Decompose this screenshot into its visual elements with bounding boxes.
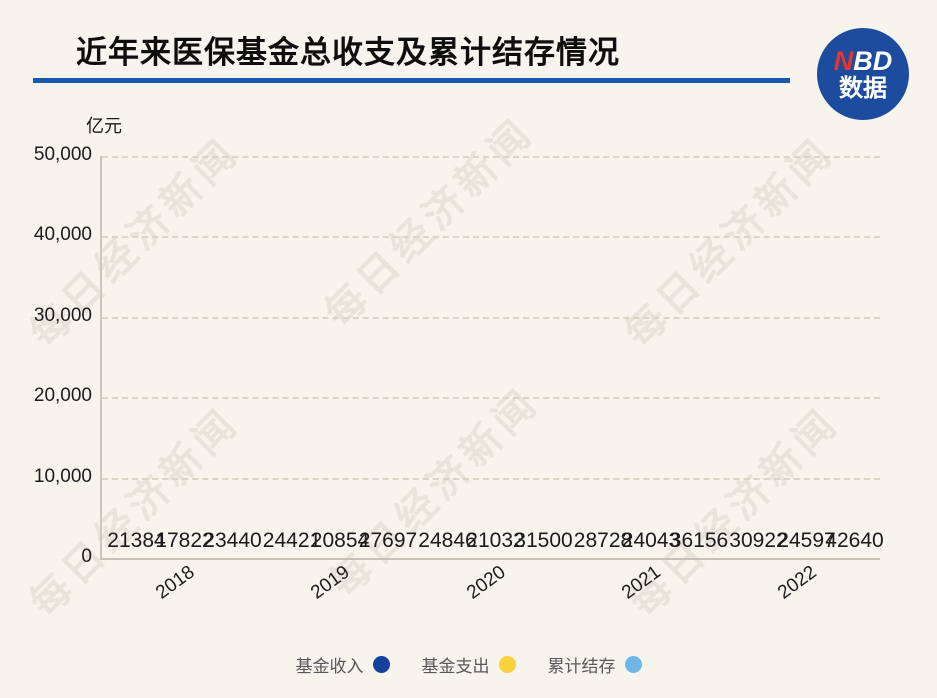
bar-value-label: 23440 — [203, 529, 262, 552]
page-title: 近年来医保基金总收支及累计结存情况 — [76, 35, 620, 70]
bar-value-label: 42640 — [825, 529, 884, 552]
bar-value-label: 20854 — [310, 529, 370, 552]
gridline — [102, 236, 880, 239]
legend-color-dot — [624, 656, 642, 673]
bar-value-label: 36156 — [669, 529, 729, 552]
bar-value-label: 28728 — [573, 529, 633, 552]
gridline — [102, 397, 880, 400]
bar-value-label: 31500 — [514, 529, 573, 552]
legend-label: 累计结存 — [547, 657, 616, 676]
legend-color-dot — [498, 656, 516, 673]
x-tick-label-2019: 2019 — [307, 561, 354, 604]
plot-area: 21384 17822 23440 2018 24421 20854 27697 2019 24… — [34, 144, 884, 604]
logo-text-nbd: NBD — [833, 46, 893, 77]
y-tick-label: 20,000 — [33, 385, 92, 407]
y-tick-label: 50,000 — [33, 143, 92, 165]
title-underline — [33, 78, 790, 83]
legend-label: 基金收入 — [295, 657, 364, 676]
gridline — [102, 156, 880, 158]
x-tick-label-2020: 2020 — [462, 561, 510, 604]
bar-value-label: 17822 — [155, 529, 214, 552]
x-tick-label-2022: 2022 — [773, 561, 821, 604]
logo-text-shuju: 数据 — [839, 74, 887, 102]
bar-value-label: 27697 — [358, 529, 418, 552]
y-tick-label: 40,000 — [33, 224, 92, 246]
gridline — [102, 477, 880, 480]
bar-value-label: 24043 — [621, 529, 681, 552]
nbd-logo: NBD 数据 — [817, 28, 909, 120]
legend-item-累计结存: 累计结存 — [548, 652, 642, 677]
bar-value-label: 30922 — [729, 529, 788, 552]
y-tick-label: 0 — [81, 545, 92, 567]
y-tick-label: 30,000 — [33, 304, 92, 326]
bar-groups: 21384 17822 23440 2018 24421 20854 27697 2019 24… — [102, 156, 884, 604]
legend: 基金收入 基金支出 累计结存 — [0, 652, 937, 677]
bar-value-label: 21032 — [466, 529, 525, 552]
bar-value-label: 24597 — [777, 529, 836, 552]
x-tick-label-2018: 2018 — [151, 561, 199, 604]
legend-item-基金支出: 基金支出 — [422, 652, 516, 677]
gridline — [102, 316, 880, 319]
legend-color-dot — [372, 656, 390, 673]
bar-value-label: 24846 — [418, 529, 477, 552]
y-axis-unit-label: 亿元 — [86, 116, 122, 136]
legend-item-基金收入: 基金收入 — [296, 652, 390, 677]
bar-value-label: 24421 — [262, 529, 322, 552]
legend-label: 基金支出 — [421, 657, 490, 676]
bar-value-label: 21384 — [107, 529, 166, 552]
x-tick-label-2021: 2021 — [618, 561, 665, 604]
y-tick-label: 10,000 — [33, 465, 92, 487]
